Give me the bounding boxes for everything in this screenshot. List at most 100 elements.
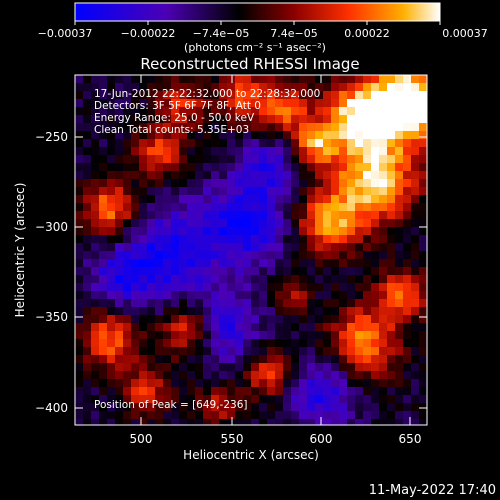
heatmap-cell <box>323 219 331 227</box>
heatmap-cell <box>323 307 331 315</box>
heatmap-cell <box>131 347 139 355</box>
heatmap-cell <box>155 283 163 291</box>
heatmap-cell <box>123 203 131 211</box>
heatmap-cell <box>411 219 419 227</box>
heatmap-cell <box>227 163 235 171</box>
heatmap-cell <box>131 115 139 123</box>
heatmap-cell <box>347 219 355 227</box>
heatmap-cell <box>419 411 427 419</box>
heatmap-cell <box>139 211 147 219</box>
heatmap-cell <box>259 315 267 323</box>
heatmap-cell <box>107 131 115 139</box>
heatmap-cell <box>179 283 187 291</box>
heatmap-cell <box>371 219 379 227</box>
heatmap-cell <box>283 403 291 411</box>
heatmap-cell <box>291 195 299 203</box>
heatmap-cell <box>163 299 171 307</box>
heatmap-cell <box>75 187 83 195</box>
heatmap-cell <box>147 99 155 107</box>
heatmap-cell <box>179 131 187 139</box>
heatmap-cell <box>291 83 299 91</box>
heatmap-cell <box>147 91 155 99</box>
heatmap-cell <box>355 299 363 307</box>
heatmap-cell <box>75 411 83 419</box>
heatmap-cell <box>275 403 283 411</box>
heatmap-cell <box>99 227 107 235</box>
heatmap-cell <box>411 99 419 107</box>
heatmap-cell <box>291 379 299 387</box>
heatmap-cell <box>387 179 395 187</box>
heatmap-cell <box>163 227 171 235</box>
heatmap-cell <box>411 299 419 307</box>
heatmap-cell <box>355 395 363 403</box>
heatmap-cell <box>219 195 227 203</box>
x-axis-label: Heliocentric X (arcsec) <box>183 448 319 462</box>
heatmap-cell <box>163 235 171 243</box>
heatmap-cell <box>227 147 235 155</box>
heatmap-cell <box>91 331 99 339</box>
heatmap-cell <box>291 155 299 163</box>
heatmap-cell <box>107 363 115 371</box>
heatmap-cell <box>107 107 115 115</box>
heatmap-cell <box>155 355 163 363</box>
heatmap-cell <box>163 123 171 131</box>
heatmap-cell <box>107 419 115 425</box>
heatmap-cell <box>187 91 195 99</box>
heatmap-cell <box>91 419 99 425</box>
heatmap-cell <box>147 371 155 379</box>
heatmap-cell <box>163 211 171 219</box>
heatmap-cell <box>283 275 291 283</box>
heatmap-cell <box>163 275 171 283</box>
heatmap-cell <box>219 115 227 123</box>
heatmap-cell <box>371 299 379 307</box>
heatmap-cell <box>275 195 283 203</box>
heatmap-cell <box>91 107 99 115</box>
heatmap-cell <box>203 147 211 155</box>
heatmap-cell <box>339 259 347 267</box>
heatmap-cell <box>163 267 171 275</box>
heatmap-cell <box>243 379 251 387</box>
heatmap-cell <box>315 323 323 331</box>
heatmap-cell <box>363 411 371 419</box>
heatmap-cell <box>371 419 379 425</box>
heatmap-cell <box>251 163 259 171</box>
heatmap-cell <box>339 355 347 363</box>
heatmap-cell <box>275 267 283 275</box>
heatmap-cell <box>227 411 235 419</box>
heatmap-cell <box>307 267 315 275</box>
heatmap-cell <box>347 379 355 387</box>
heatmap-cell <box>83 163 91 171</box>
heatmap-cell <box>371 283 379 291</box>
heatmap-cell <box>283 227 291 235</box>
heatmap-cell <box>251 139 259 147</box>
heatmap-cell <box>347 203 355 211</box>
heatmap-cell <box>203 419 211 425</box>
heatmap-cell <box>91 251 99 259</box>
heatmap-cell <box>315 211 323 219</box>
heatmap-cell <box>355 283 363 291</box>
heatmap-cell <box>323 299 331 307</box>
heatmap-cell <box>371 379 379 387</box>
heatmap-cell <box>195 307 203 315</box>
heatmap-cell <box>179 99 187 107</box>
heatmap-cell <box>187 251 195 259</box>
heatmap-cell <box>347 235 355 243</box>
heatmap-cell <box>387 387 395 395</box>
heatmap-cell <box>171 291 179 299</box>
heatmap-cell <box>83 179 91 187</box>
heatmap-cell <box>115 347 123 355</box>
heatmap-cell <box>283 99 291 107</box>
heatmap-cell <box>91 387 99 395</box>
heatmap-cell <box>235 115 243 123</box>
heatmap-cell <box>243 323 251 331</box>
heatmap-cell <box>99 219 107 227</box>
heatmap-cell <box>235 283 243 291</box>
heatmap-cell <box>147 139 155 147</box>
heatmap-cell <box>291 275 299 283</box>
heatmap-cell <box>171 395 179 403</box>
heatmap-cell <box>131 251 139 259</box>
heatmap-cell <box>323 155 331 163</box>
heatmap-cell <box>299 219 307 227</box>
heatmap-cell <box>411 411 419 419</box>
heatmap-cell <box>419 299 427 307</box>
